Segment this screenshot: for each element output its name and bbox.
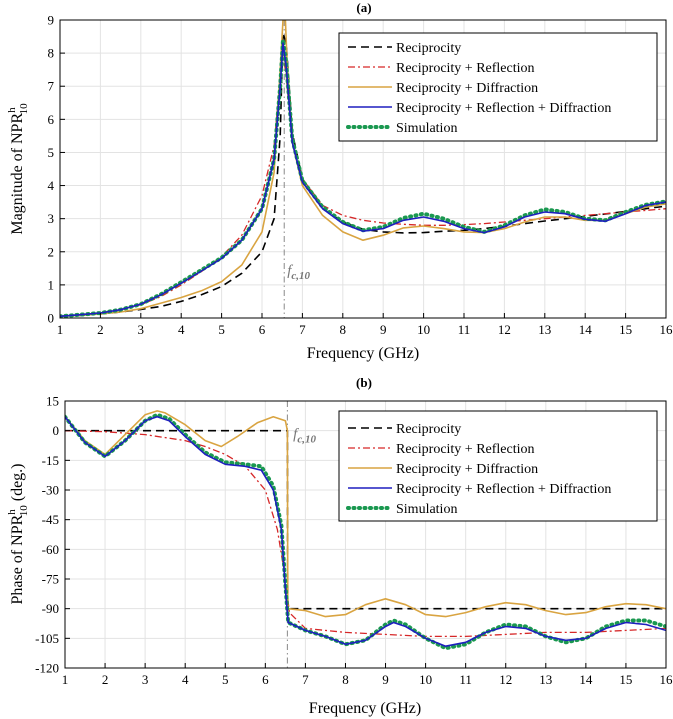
panel-b-legend-box — [338, 410, 658, 522]
panel-b-phase: (b) 1 2 3 4 5 6 7 8 9 10 11 12 13 14 15 16150-15-30-45-… — [6, 375, 673, 717]
a-legend-label-4: Simulation — [396, 121, 457, 136]
b-legend-label-1: Reciprocity + Reflection — [396, 442, 535, 457]
panel-b-plot-frame — [64, 400, 667, 669]
b-xtick-label: 3 — [142, 672, 149, 687]
b-legend-label-3: Reciprocity + Reflection + Diffraction — [396, 482, 611, 497]
b-xtick-label: 16 — [660, 672, 673, 687]
panel-a-fc-main: f — [287, 263, 293, 279]
a-xtick-label: 4 — [178, 322, 185, 337]
panel-b-ylabel-sup: h — [6, 509, 18, 515]
b-xtick-label: 10 — [419, 672, 432, 687]
a-xtick-label: 8 — [340, 322, 347, 337]
b-xtick-label: 6 — [262, 672, 269, 687]
b-ytick-label: 0 — [53, 423, 60, 438]
b-xtick-label: 15 — [619, 672, 632, 687]
a-legend-label-3: Reciprocity + Reflection + Diffraction — [396, 101, 611, 116]
panel-b-ylabel-tail: (deg.) — [9, 463, 26, 505]
a-legend-label-1: Reciprocity + Reflection — [396, 61, 535, 76]
a-xtick-label: 6 — [259, 322, 266, 337]
panel-a-ylabel-sup: h — [6, 107, 18, 113]
panel-b-ylabel-main: Phase of NPR — [9, 514, 26, 604]
panel-b-fc-annotation: fc,10 — [293, 427, 316, 446]
b-legend-label-4: Simulation — [396, 502, 457, 517]
a-xtick-label: 7 — [299, 322, 306, 337]
b-series-line-2 — [65, 410, 666, 618]
b-xtick-label: 14 — [579, 672, 593, 687]
panel-b-legend: Reciprocity Reciprocity + Reflection Recip… — [338, 410, 658, 522]
a-xtick-label: 10 — [417, 322, 430, 337]
a-ytick-label: 9 — [48, 13, 55, 28]
a-ytick-label: 2 — [48, 244, 55, 259]
a-ytick-label: 1 — [48, 277, 55, 292]
a-ytick-label: 6 — [48, 112, 55, 127]
a-series-line-0 — [60, 32, 666, 318]
b-ytick-label: -90 — [42, 601, 59, 616]
a-legend-label-0: Reciprocity — [396, 41, 461, 56]
a-ytick-label: 4 — [48, 178, 55, 193]
a-xtick-label: 2 — [97, 322, 104, 337]
panel-b-ticks: 1 2 3 4 5 6 7 8 9 10 11 12 13 14 15 16150-15-30-45-60-7… — [35, 394, 673, 688]
b-xtick-label: 12 — [499, 672, 512, 687]
b-ytick-label: -30 — [42, 483, 59, 498]
a-xtick-label: 3 — [138, 322, 145, 337]
panel-b-xlabel: Frequency (GHz) — [309, 700, 421, 717]
a-ytick-label: 7 — [48, 79, 55, 94]
panel-a-title: (a) — [356, 0, 371, 15]
a-xtick-label: 15 — [619, 322, 632, 337]
a-xtick-label: 16 — [660, 322, 673, 337]
a-xtick-label: 9 — [380, 322, 387, 337]
b-xtick-label: 9 — [382, 672, 389, 687]
b-ytick-label: -75 — [42, 572, 59, 587]
b-xtick-label: 1 — [62, 672, 69, 687]
a-ytick-label: 8 — [48, 46, 55, 61]
b-ytick-label: -15 — [42, 453, 59, 468]
panel-a-ylabel-main: Magnitude of NPR — [9, 113, 26, 235]
a-xtick-label: 1 — [57, 322, 64, 337]
a-xtick-label: 5 — [218, 322, 225, 337]
a-ytick-label: 5 — [48, 145, 55, 160]
a-xtick-label: 13 — [538, 322, 551, 337]
panel-a-fc-annotation: fc,10 — [287, 263, 310, 282]
b-xtick-label: 11 — [459, 672, 472, 687]
a-xtick-label: 12 — [498, 322, 511, 337]
b-ytick-label: -45 — [42, 512, 59, 527]
b-ytick-label: -60 — [42, 542, 59, 557]
panel-a-series — [60, 20, 666, 318]
a-ytick-label: 3 — [48, 211, 55, 226]
panel-b-fc-main: f — [293, 427, 299, 443]
b-legend-label-0: Reciprocity — [396, 422, 461, 437]
b-xtick-label: 5 — [222, 672, 229, 687]
b-series-line-3 — [65, 416, 666, 647]
a-ytick-label: 0 — [48, 311, 55, 326]
panel-a-plot-frame — [59, 19, 667, 319]
panel-a-ylabel-sub: 10 — [18, 103, 30, 115]
panel-b-series — [65, 410, 666, 651]
panel-b-ylabel-sub: 10 — [18, 505, 30, 517]
panel-b-title: (b) — [356, 375, 372, 390]
panel-a-xlabel: Frequency (GHz) — [307, 345, 419, 362]
a-xtick-label: 14 — [579, 322, 593, 337]
panel-b-fc-sub: c,10 — [297, 434, 316, 446]
b-xtick-label: 4 — [182, 672, 189, 687]
b-ytick-label: -105 — [35, 631, 59, 646]
b-xtick-label: 8 — [342, 672, 349, 687]
b-xtick-label: 2 — [102, 672, 109, 687]
b-legend-label-2: Reciprocity + Diffraction — [396, 462, 538, 477]
panel-b-ylabel: Phase of NPRh10 (deg.) — [6, 463, 30, 604]
b-xtick-label: 13 — [539, 672, 552, 687]
panel-a-legend: Reciprocity Reciprocity + Reflection Recip… — [338, 32, 658, 142]
a-series-line-3 — [60, 42, 666, 318]
panel-a-ylabel: Magnitude of NPRh10 — [6, 103, 30, 235]
a-xtick-label: 11 — [458, 322, 471, 337]
b-ytick-label: 15 — [46, 394, 59, 409]
a-legend-label-2: Reciprocity + Diffraction — [396, 81, 538, 96]
panel-a-fc-sub: c,10 — [291, 270, 310, 282]
b-ytick-label: -120 — [35, 661, 59, 676]
a-series-line-2 — [60, 20, 666, 318]
b-xtick-label: 7 — [302, 672, 309, 687]
